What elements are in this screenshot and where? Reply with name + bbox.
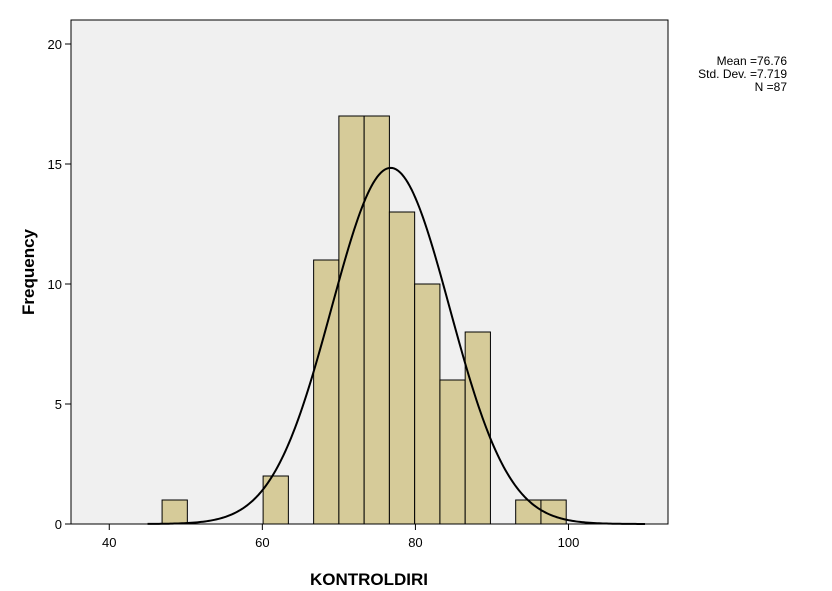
y-tick-label-3: 15 [48, 157, 62, 172]
x-tick-label-2: 80 [408, 535, 422, 550]
bars-group [161, 115, 567, 525]
x-tick-label-1: 60 [255, 535, 269, 550]
x-tick-label-0: 40 [102, 535, 116, 550]
y-tick-label-0: 0 [55, 517, 62, 532]
histogram-bar-9 [515, 499, 542, 525]
y-tick-label-2: 10 [48, 277, 62, 292]
histogram-bar-4 [363, 115, 390, 525]
y-axis-title: Frequency [19, 228, 38, 315]
x-ticks-group: 40 60 80 100 [102, 524, 579, 550]
stat-std-dev: Std. Dev. =7.719 [698, 67, 787, 81]
y-tick-label-4: 20 [48, 37, 62, 52]
histogram-bar-3 [338, 115, 365, 525]
normal-curve [147, 166, 646, 525]
histogram-bar-6 [414, 283, 441, 525]
x-axis-title: KONTROLDIRI [310, 570, 428, 589]
histogram-bar-7 [439, 379, 466, 525]
histogram-bar-0 [161, 499, 188, 525]
y-tick-label-1: 5 [55, 397, 62, 412]
histogram-bar-2 [313, 259, 340, 525]
x-tick-label-3: 100 [558, 535, 580, 550]
stat-n: N =87 [755, 80, 788, 94]
stat-mean: Mean =76.76 [717, 54, 788, 68]
y-ticks-group: 0 5 10 15 20 [48, 37, 71, 532]
histogram-bar-5 [388, 211, 416, 525]
